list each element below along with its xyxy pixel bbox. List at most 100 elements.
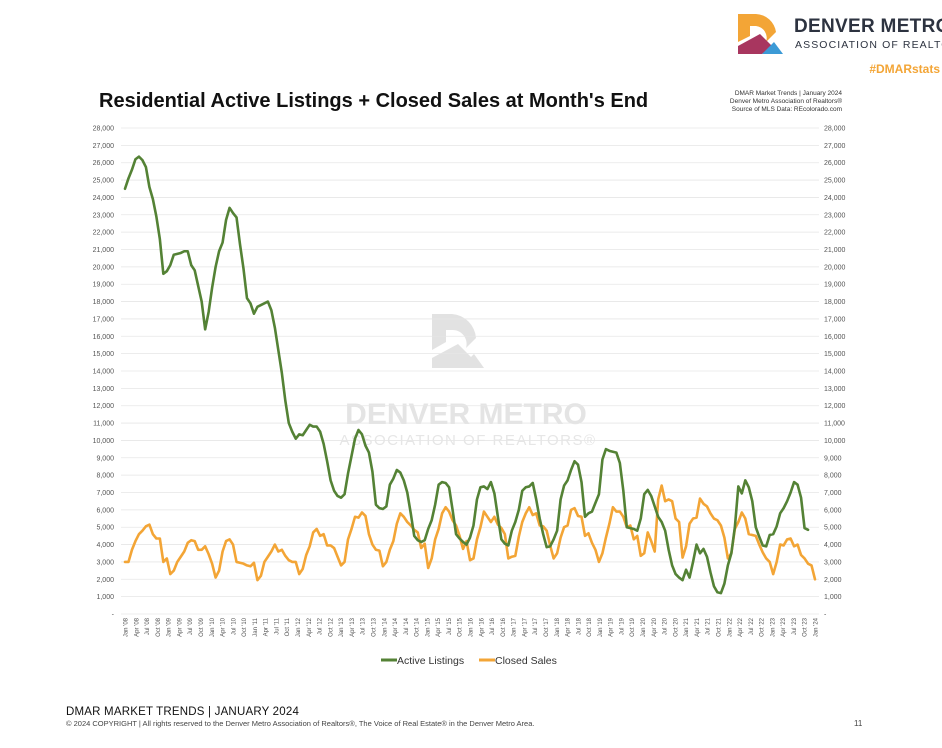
y-tick-label-right: 19,000	[824, 282, 846, 289]
y-tick-label-left: 6,000	[96, 507, 114, 514]
gridlines	[121, 127, 819, 615]
x-tick-label: Jul '21	[706, 617, 712, 635]
y-tick-label-right: 14,000	[824, 369, 846, 376]
x-tick-label: Jan '18	[555, 617, 561, 637]
y-tick-label-left: 11,000	[93, 421, 114, 428]
chart-title: Residential Active Listings + Closed Sal…	[99, 90, 649, 112]
y-tick-label-left: 8,000	[96, 473, 114, 480]
source-line-3: Source of MLS Data: REcolorado.com	[731, 106, 842, 113]
x-tick-label: Jul '13	[361, 617, 367, 635]
y-tick-label-left: 23,000	[93, 212, 115, 219]
y-tick-label-right: 23,000	[824, 212, 846, 219]
x-tick-label: Apr '20	[652, 617, 658, 636]
x-tick-label: Oct '22	[760, 617, 766, 636]
y-tick-label-left: 12,000	[93, 403, 115, 410]
y-tick-label-right: 18,000	[824, 299, 846, 306]
y-tick-label-right: 13,000	[824, 386, 846, 393]
y-tick-label-left: 13,000	[93, 386, 115, 393]
y-tick-label-left: 17,000	[93, 316, 115, 323]
y-tick-label-left: 19,000	[93, 282, 115, 289]
x-tick-label: Oct '15	[458, 617, 464, 636]
x-tick-label: Jan '19	[598, 617, 604, 637]
y-tick-label-left: 26,000	[93, 160, 115, 167]
y-tick-label-left: 20,000	[93, 264, 115, 271]
x-tick-label: Oct '12	[328, 617, 334, 636]
x-tick-label: Jul '09	[188, 617, 194, 635]
y-tick-label-left: 16,000	[93, 334, 115, 341]
page-number: 11	[854, 719, 863, 728]
footer-copyright: © 2024 COPYRIGHT | All rights reserved t…	[66, 719, 535, 728]
x-tick-label: Apr '14	[393, 617, 399, 636]
y-tick-label-right: 25,000	[824, 178, 846, 185]
y-tick-label-right: 28,000	[824, 126, 846, 133]
y-tick-label-right: 9,000	[824, 455, 842, 462]
x-tick-label: Jan '20	[641, 617, 647, 637]
x-tick-label: Jul '18	[576, 617, 582, 635]
x-tick-label: Oct '18	[587, 617, 593, 636]
x-tick-label: Oct '16	[501, 617, 507, 636]
x-tick-label: Oct '19	[630, 617, 636, 636]
x-tick-label: Apr '16	[479, 617, 485, 636]
x-tick-label: Jul '22	[749, 617, 755, 635]
x-tick-label: Jan '23	[770, 617, 776, 637]
x-tick-label: Apr '18	[566, 617, 572, 636]
x-tick-label: Jul '19	[619, 617, 625, 635]
x-tick-label: Apr '15	[436, 617, 442, 636]
x-tick-label: Jan '24	[814, 617, 820, 637]
y-tick-label-left: 28,000	[93, 126, 115, 133]
x-tick-label: Apr '23	[781, 617, 787, 636]
x-tick-label: Jan '22	[727, 617, 733, 637]
x-tick-label: Oct '08	[156, 617, 162, 636]
x-tick-label: Apr '11	[264, 617, 270, 636]
y-tick-label-right: 11,000	[824, 421, 845, 428]
y-tick-label-left: 22,000	[93, 230, 115, 237]
x-tick-label: Oct '23	[803, 617, 809, 636]
x-tick-label: Jan '21	[684, 617, 690, 637]
y-tick-label-right: 26,000	[824, 160, 846, 167]
y-tick-label-left: 3,000	[96, 559, 114, 566]
series-group	[123, 155, 817, 595]
y-tick-label-left: 7,000	[96, 490, 114, 497]
footer-title: DMAR MARKET TRENDS | JANUARY 2024	[66, 706, 300, 718]
x-tick-label: Apr '22	[738, 617, 744, 636]
y-tick-label-right: 10,000	[824, 438, 846, 445]
x-tick-label: Oct '21	[716, 617, 722, 636]
x-tick-label: Jul '20	[663, 617, 669, 635]
x-tick-label: Jan '09	[167, 617, 173, 637]
x-tick-label: Apr '09	[177, 617, 183, 636]
y-tick-label-right: 5,000	[824, 525, 842, 532]
series-line-closed-sales	[123, 484, 817, 582]
x-tick-label: Jul '12	[318, 617, 324, 635]
brand-subtitle: ASSOCIATION OF REALTORS	[795, 39, 942, 51]
series-line-active-listings	[123, 155, 810, 595]
y-tick-label-left: 2,000	[96, 577, 114, 584]
y-tick-label-right: 17,000	[824, 316, 846, 323]
watermark-line-1: DENVER METRO	[345, 398, 587, 431]
x-tick-label: Oct '10	[242, 617, 248, 636]
y-tick-label-right: -	[824, 612, 827, 619]
y-tick-label-left: 5,000	[96, 525, 114, 532]
x-tick-label: Apr '08	[134, 617, 140, 636]
y-tick-label-left: -	[112, 612, 115, 619]
x-tick-label: Jul '11	[274, 617, 280, 634]
x-tick-label: Oct '13	[371, 617, 377, 636]
x-tick-label: Jan '14	[382, 617, 388, 637]
x-tick-label: Jul '14	[404, 617, 410, 635]
y-tick-label-left: 15,000	[93, 351, 115, 358]
x-tick-label: Jan '12	[296, 617, 302, 637]
watermark: DENVER METRO ASSOCIATION OF REALTORS®	[339, 314, 595, 449]
x-tick-label: Apr '21	[695, 617, 701, 636]
x-tick-label: Jan '11	[253, 617, 259, 636]
y-tick-label-right: 8,000	[824, 473, 842, 480]
x-tick-label: Jul '15	[447, 617, 453, 635]
x-tick-label: Apr '10	[221, 617, 227, 636]
hashtag: #DMARstats	[869, 62, 940, 76]
y-tick-label-right: 24,000	[824, 195, 846, 202]
y-tick-label-right: 2,000	[824, 577, 842, 584]
y-tick-label-left: 1,000	[96, 594, 114, 601]
x-tick-label: Oct '17	[544, 617, 550, 636]
dmar-logo-icon	[738, 14, 783, 54]
y-tick-label-left: 9,000	[96, 455, 114, 462]
x-tick-label: Jul '23	[792, 617, 798, 635]
y-axis-right: - 1,000 2,000 3,000 4,000 5,000 6,000 7,000 8,00…	[824, 126, 846, 619]
